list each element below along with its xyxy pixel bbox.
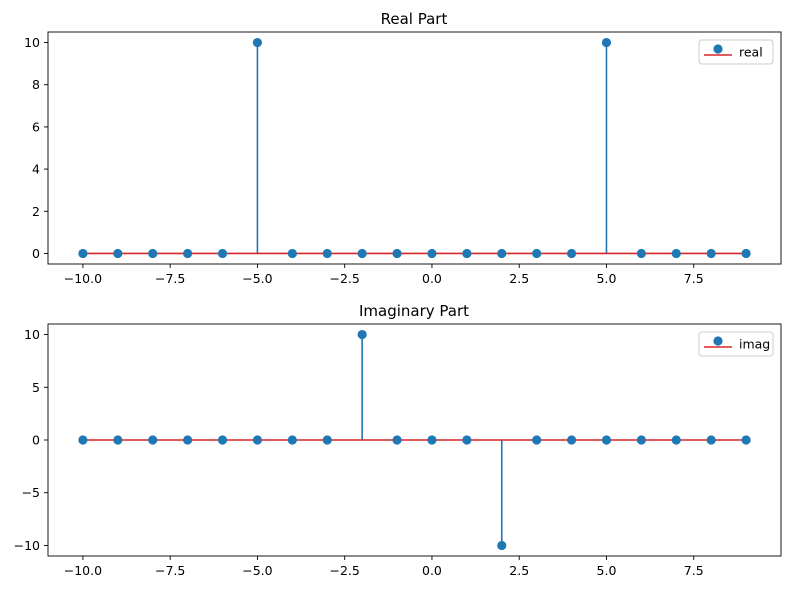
imag-x-tick-label: 5.0	[597, 563, 617, 578]
real-legend-label: real	[739, 45, 763, 60]
real-x-tick-label: −10.0	[64, 271, 102, 286]
imag-y-tick-label: −5	[22, 485, 40, 500]
imag-marker	[601, 435, 612, 445]
imaginary-part-plot: −10.0 −7.5 −5.0 −2.5 0.0 2.5 5.0 7.5 −10 −5 0 5 10 im…	[14, 323, 782, 578]
real-marker	[113, 248, 123, 259]
imag-x-tick-label: 2.5	[509, 563, 529, 578]
imag-marker	[462, 435, 472, 445]
imag-marker	[497, 540, 507, 551]
real-marker	[252, 37, 263, 48]
imag-x-tick-label: −5.0	[242, 563, 272, 578]
real-x-tick-label: 5.0	[597, 271, 617, 286]
imaginary-part-panel: Imaginary Part −10.0 −7.5 −5.0 −2.5 0.0 2.5 5.…	[14, 302, 782, 578]
imag-marker	[252, 435, 263, 445]
imag-legend-marker-swatch	[713, 336, 723, 346]
real-y-tick-label: 6	[32, 119, 40, 134]
real-legend-marker-swatch	[713, 44, 723, 54]
imag-marker	[392, 435, 402, 445]
imag-y-tick-label: −10	[14, 538, 40, 553]
real-marker	[532, 248, 542, 259]
real-legend: real	[698, 39, 774, 65]
imag-marker	[322, 435, 332, 445]
real-marker	[392, 248, 402, 259]
real-marker	[78, 248, 88, 259]
real-marker	[741, 248, 751, 259]
imag-legend-label: imag	[739, 337, 770, 352]
real-marker	[427, 248, 437, 259]
real-marker	[601, 37, 612, 48]
imag-x-tick-label: −7.5	[155, 563, 185, 578]
real-y-tick-label: 10	[24, 35, 40, 50]
imag-x-tick-label: −10.0	[64, 563, 102, 578]
imag-marker	[148, 435, 158, 445]
real-x-tick-label: 7.5	[684, 271, 704, 286]
real-y-tick-label: 8	[32, 77, 40, 92]
real-x-tick-label: −2.5	[330, 271, 360, 286]
real-marker	[706, 248, 716, 259]
real-y-tick-label: 4	[32, 162, 40, 177]
imaginary-part-title: Imaginary Part	[359, 302, 469, 320]
real-x-tick-label: −7.5	[155, 271, 185, 286]
imag-marker	[427, 435, 437, 445]
real-part-panel: Real Part −10.0 −7.5 −5.0 −2.5 0.0 2.5 5.0 7.5 0…	[24, 10, 782, 286]
real-marker	[148, 248, 158, 259]
real-marker	[287, 248, 297, 259]
imag-marker	[217, 435, 228, 445]
real-marker	[183, 248, 193, 259]
real-marker	[566, 248, 577, 259]
real-marker	[357, 248, 367, 259]
imag-marker	[113, 435, 123, 445]
imag-marker	[532, 435, 542, 445]
imag-marker	[671, 435, 681, 445]
real-marker	[322, 248, 332, 259]
imag-x-tick-label: 0.0	[422, 563, 442, 578]
imag-marker	[78, 435, 88, 445]
real-axes-frame	[47, 31, 782, 265]
imag-x-tick-label: −2.5	[330, 563, 360, 578]
imag-marker	[566, 435, 577, 445]
imag-marker	[287, 435, 297, 445]
real-part-title: Real Part	[381, 10, 448, 28]
real-marker	[217, 248, 228, 259]
imag-y-tick-label: 10	[24, 327, 40, 342]
real-x-tick-label: −5.0	[242, 271, 272, 286]
imag-marker	[741, 435, 751, 445]
real-y-tick-label: 2	[32, 204, 40, 219]
real-marker	[636, 248, 646, 259]
real-part-plot: −10.0 −7.5 −5.0 −2.5 0.0 2.5 5.0 7.5 0 2 4 6 8 10 real	[24, 31, 782, 286]
imag-marker	[357, 329, 367, 340]
real-marker	[671, 248, 681, 259]
imag-legend: imag	[698, 331, 774, 357]
imag-y-tick-label: 0	[32, 433, 40, 448]
real-x-tick-label: 2.5	[509, 271, 529, 286]
real-y-tick-label: 0	[32, 246, 40, 261]
imag-marker	[706, 435, 716, 445]
imag-x-tick-label: 7.5	[684, 563, 704, 578]
imag-y-tick-label: 5	[32, 380, 40, 395]
imag-marker	[636, 435, 646, 445]
real-x-tick-label: 0.0	[422, 271, 442, 286]
real-marker	[462, 248, 472, 259]
real-marker	[497, 248, 507, 259]
imag-marker	[183, 435, 193, 445]
